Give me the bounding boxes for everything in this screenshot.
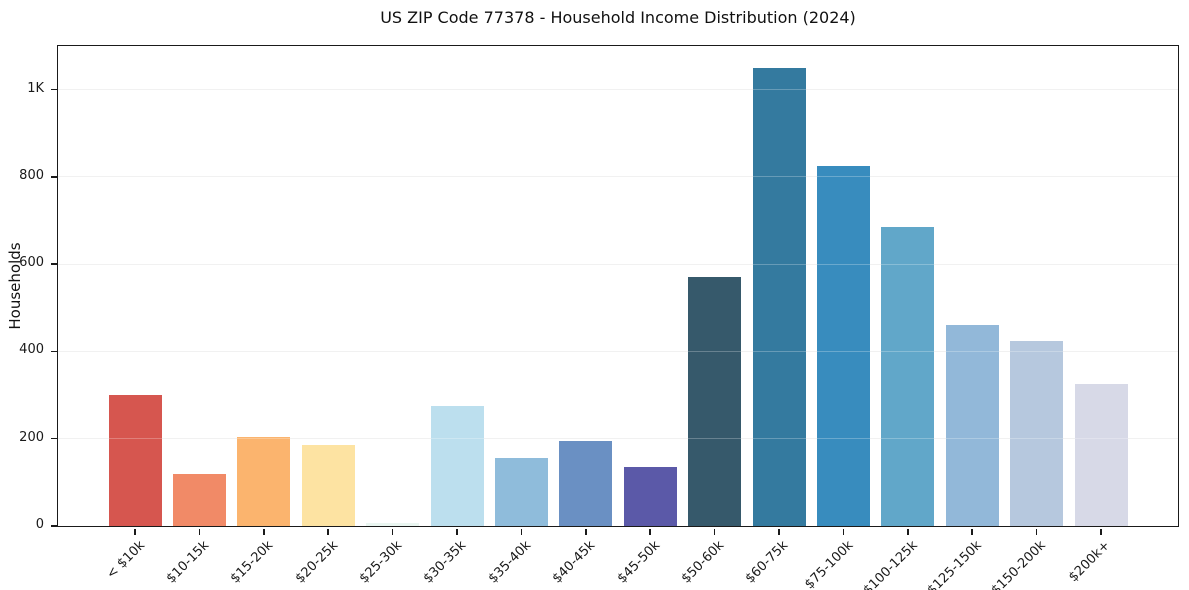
x-tick-label: $25-30k	[356, 538, 406, 587]
y-tick-label: 0	[35, 517, 44, 532]
bar-10-15k	[172, 473, 226, 526]
x-tick-label: $150-200k	[989, 538, 1050, 590]
x-tick	[263, 529, 265, 535]
x-tick	[391, 529, 394, 535]
x-tick	[907, 529, 909, 535]
gridline	[58, 438, 1178, 440]
x-tick-label: $30-35k	[421, 538, 470, 587]
x-tick	[971, 529, 973, 535]
x-tick-label: $100-125k	[860, 538, 921, 590]
gridline	[58, 89, 1178, 91]
gridline	[58, 350, 1178, 352]
x-tick-label: $75-100k	[801, 538, 857, 590]
x-tick-label: $200k+	[1066, 538, 1114, 586]
y-tick-label: 800	[19, 167, 44, 183]
x-tick	[778, 529, 780, 535]
x-tick	[1100, 529, 1102, 535]
x-tick-label: $35-40k	[485, 538, 535, 587]
x-tick	[585, 529, 587, 535]
y-tick-label: 200	[19, 429, 44, 445]
x-tick-label: < $10k	[103, 538, 148, 583]
x-tick	[842, 529, 845, 535]
chart-title: US ZIP Code 77378 - Household Income Dis…	[380, 8, 856, 27]
x-tick	[649, 529, 651, 535]
bar-45-50k	[623, 467, 677, 526]
y-tick	[51, 263, 57, 265]
x-tick-label: $20-25k	[292, 538, 341, 587]
x-tick-label: $60-75k	[743, 538, 792, 587]
gridline	[58, 176, 1178, 178]
x-tick-label: $40-45k	[549, 538, 599, 587]
y-tick-label: 400	[19, 342, 44, 358]
gridline	[58, 263, 1178, 265]
gridline-overlay	[58, 176, 1178, 178]
y-tick	[51, 437, 57, 440]
bar-40-45k	[559, 440, 613, 526]
bar-200k	[1074, 384, 1128, 526]
x-tick	[1035, 529, 1038, 535]
y-tick	[51, 176, 57, 178]
bar-75-100k	[816, 166, 870, 526]
gridline-overlay	[58, 89, 1178, 91]
bar-15-20k	[237, 436, 291, 526]
gridline-overlay	[58, 263, 1178, 265]
bar-150-200k	[1010, 340, 1064, 526]
gridline-overlay	[58, 438, 1178, 440]
x-tick-label: $50-60k	[678, 538, 728, 587]
bar-30-35k	[430, 406, 484, 526]
bar-60-75k	[752, 67, 806, 526]
y-tick-label: 1K	[27, 80, 44, 96]
bar-125-150k	[945, 325, 999, 526]
x-tick	[134, 529, 136, 535]
bar-35-40k	[494, 458, 548, 526]
x-tick-label: $125-150k	[924, 538, 985, 590]
x-tick	[713, 529, 716, 535]
x-tick	[198, 529, 201, 535]
y-tick	[51, 350, 57, 353]
y-tick	[51, 88, 57, 91]
x-tick	[520, 529, 523, 535]
bar-10k	[108, 395, 162, 526]
x-tick	[456, 529, 458, 535]
x-tick-label: $45-50k	[614, 538, 663, 587]
x-tick	[327, 529, 329, 535]
bar-50-60k	[688, 277, 742, 526]
bar-25-30k	[366, 522, 420, 526]
gridline-overlay	[58, 350, 1178, 352]
bar-100-125k	[881, 227, 935, 526]
x-tick-label: $10-15k	[163, 538, 213, 587]
y-tick	[51, 525, 57, 527]
plot-area: 0 200 400 600 800 1K < $10k $10-15k $15-20k $20-2…	[19, 45, 1179, 590]
x-tick-label: $15-20k	[227, 538, 277, 587]
bar-20-25k	[301, 445, 355, 526]
y-tick-label: 600	[19, 255, 44, 271]
